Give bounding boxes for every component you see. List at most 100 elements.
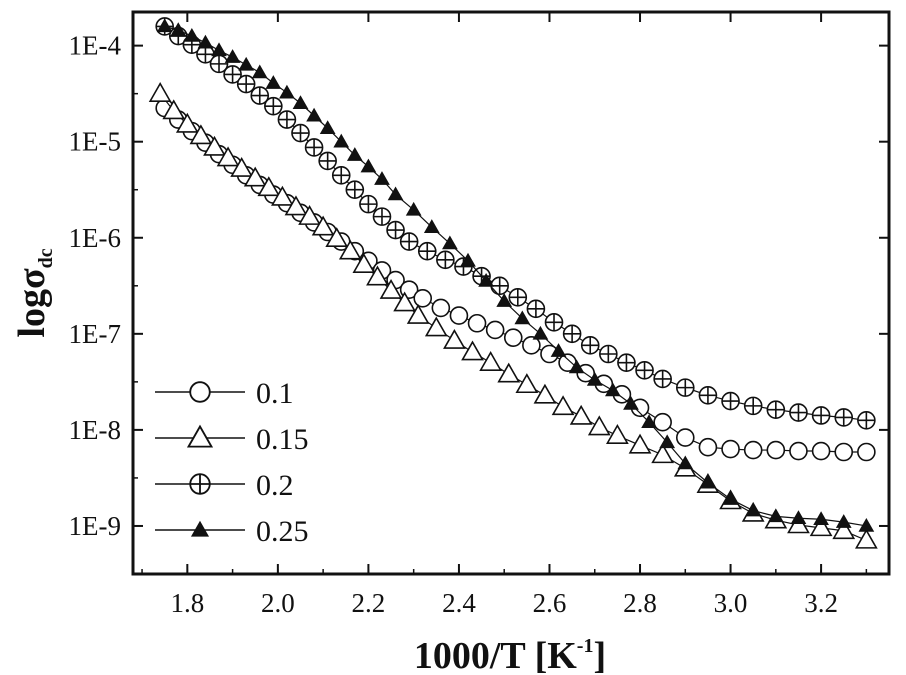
legend-marker xyxy=(189,473,211,495)
data-point xyxy=(443,328,466,349)
data-point xyxy=(854,528,878,549)
data-point xyxy=(653,412,672,432)
data-point xyxy=(562,324,582,344)
data-point xyxy=(277,110,297,129)
data-point xyxy=(338,239,362,260)
data-point xyxy=(832,519,856,540)
data-point xyxy=(586,371,603,386)
data-point xyxy=(508,288,528,307)
data-point xyxy=(292,95,309,110)
data-point xyxy=(834,442,854,462)
data-point xyxy=(345,180,365,200)
data-point xyxy=(580,336,600,355)
data-point xyxy=(223,65,242,84)
data-point xyxy=(372,207,392,226)
data-point xyxy=(265,75,282,89)
data-point xyxy=(203,135,226,156)
y-tick-label: 1E-7 xyxy=(69,319,121,349)
data-point xyxy=(604,382,621,397)
legend-label: 0.1 xyxy=(256,377,294,410)
data-point xyxy=(449,306,469,325)
data-point xyxy=(857,410,876,430)
data-point xyxy=(413,288,433,308)
y-tick-label: 1E-8 xyxy=(69,415,121,445)
data-point xyxy=(587,415,611,436)
data-point xyxy=(767,508,784,523)
data-point xyxy=(743,396,763,416)
legend-item-0.15: 0.15 xyxy=(155,423,309,456)
data-point xyxy=(857,442,876,462)
y-tick-label: 1E-6 xyxy=(69,223,121,253)
data-point xyxy=(766,400,786,420)
data-point xyxy=(677,455,694,470)
data-point xyxy=(617,353,636,372)
data-point xyxy=(834,408,854,427)
data-point xyxy=(858,517,875,532)
data-point xyxy=(304,138,324,157)
data-point xyxy=(399,232,419,251)
data-point xyxy=(379,278,403,299)
data-point xyxy=(522,336,541,355)
legend-label: 0.15 xyxy=(256,423,309,456)
data-point xyxy=(424,316,448,337)
data-point xyxy=(243,166,267,187)
data-point xyxy=(515,373,539,394)
plot-area-border xyxy=(131,10,891,576)
data-point xyxy=(606,424,629,444)
series-0.25 xyxy=(156,18,875,532)
data-point xyxy=(811,406,831,425)
data-point xyxy=(162,99,186,120)
data-point xyxy=(485,320,505,340)
x-tick-label: 2.6 xyxy=(533,588,567,618)
data-point xyxy=(216,146,240,167)
data-point xyxy=(189,124,213,145)
legend-item-0.1: 0.1 xyxy=(155,377,294,410)
data-point xyxy=(238,56,255,71)
data-point xyxy=(809,516,833,537)
x-tick-label: 3.0 xyxy=(714,588,748,618)
data-point xyxy=(700,474,716,489)
data-point xyxy=(284,195,308,216)
data-point xyxy=(291,123,310,143)
x-axis-title-main: 1000/T [K xyxy=(414,635,577,675)
legend-marker xyxy=(190,520,210,537)
data-point xyxy=(635,361,654,380)
data-point xyxy=(721,391,740,411)
legend-label: 0.25 xyxy=(256,515,309,548)
data-point xyxy=(698,386,718,405)
data-point xyxy=(789,441,808,461)
data-point xyxy=(526,299,546,319)
data-point xyxy=(789,403,808,422)
y-tick-label: 1E-5 xyxy=(69,127,121,157)
data-point xyxy=(257,176,281,197)
data-point xyxy=(442,235,458,250)
legend-item-0.2: 0.2 xyxy=(155,469,294,502)
legend-marker xyxy=(186,424,214,448)
data-point xyxy=(479,351,503,371)
data-point xyxy=(279,84,295,99)
data-point xyxy=(156,18,173,33)
data-point xyxy=(298,205,321,225)
data-point xyxy=(790,510,807,525)
data-point xyxy=(250,86,270,105)
data-point xyxy=(599,344,618,364)
data-point xyxy=(393,291,416,312)
y-axis-title: logσdc xyxy=(11,248,57,337)
data-point xyxy=(331,166,351,185)
data-point xyxy=(568,359,585,374)
data-point xyxy=(550,343,567,357)
data-point xyxy=(653,369,672,389)
data-point xyxy=(675,378,695,397)
data-point xyxy=(264,96,283,116)
data-point xyxy=(183,28,200,42)
data-point xyxy=(366,265,389,286)
data-point xyxy=(641,414,657,428)
y-tick-label: 1E-4 xyxy=(69,31,122,61)
data-point xyxy=(766,440,786,460)
data-point xyxy=(148,82,172,102)
data-point xyxy=(175,112,199,133)
data-point xyxy=(745,502,762,517)
data-point xyxy=(211,42,227,57)
data-point xyxy=(431,298,451,318)
